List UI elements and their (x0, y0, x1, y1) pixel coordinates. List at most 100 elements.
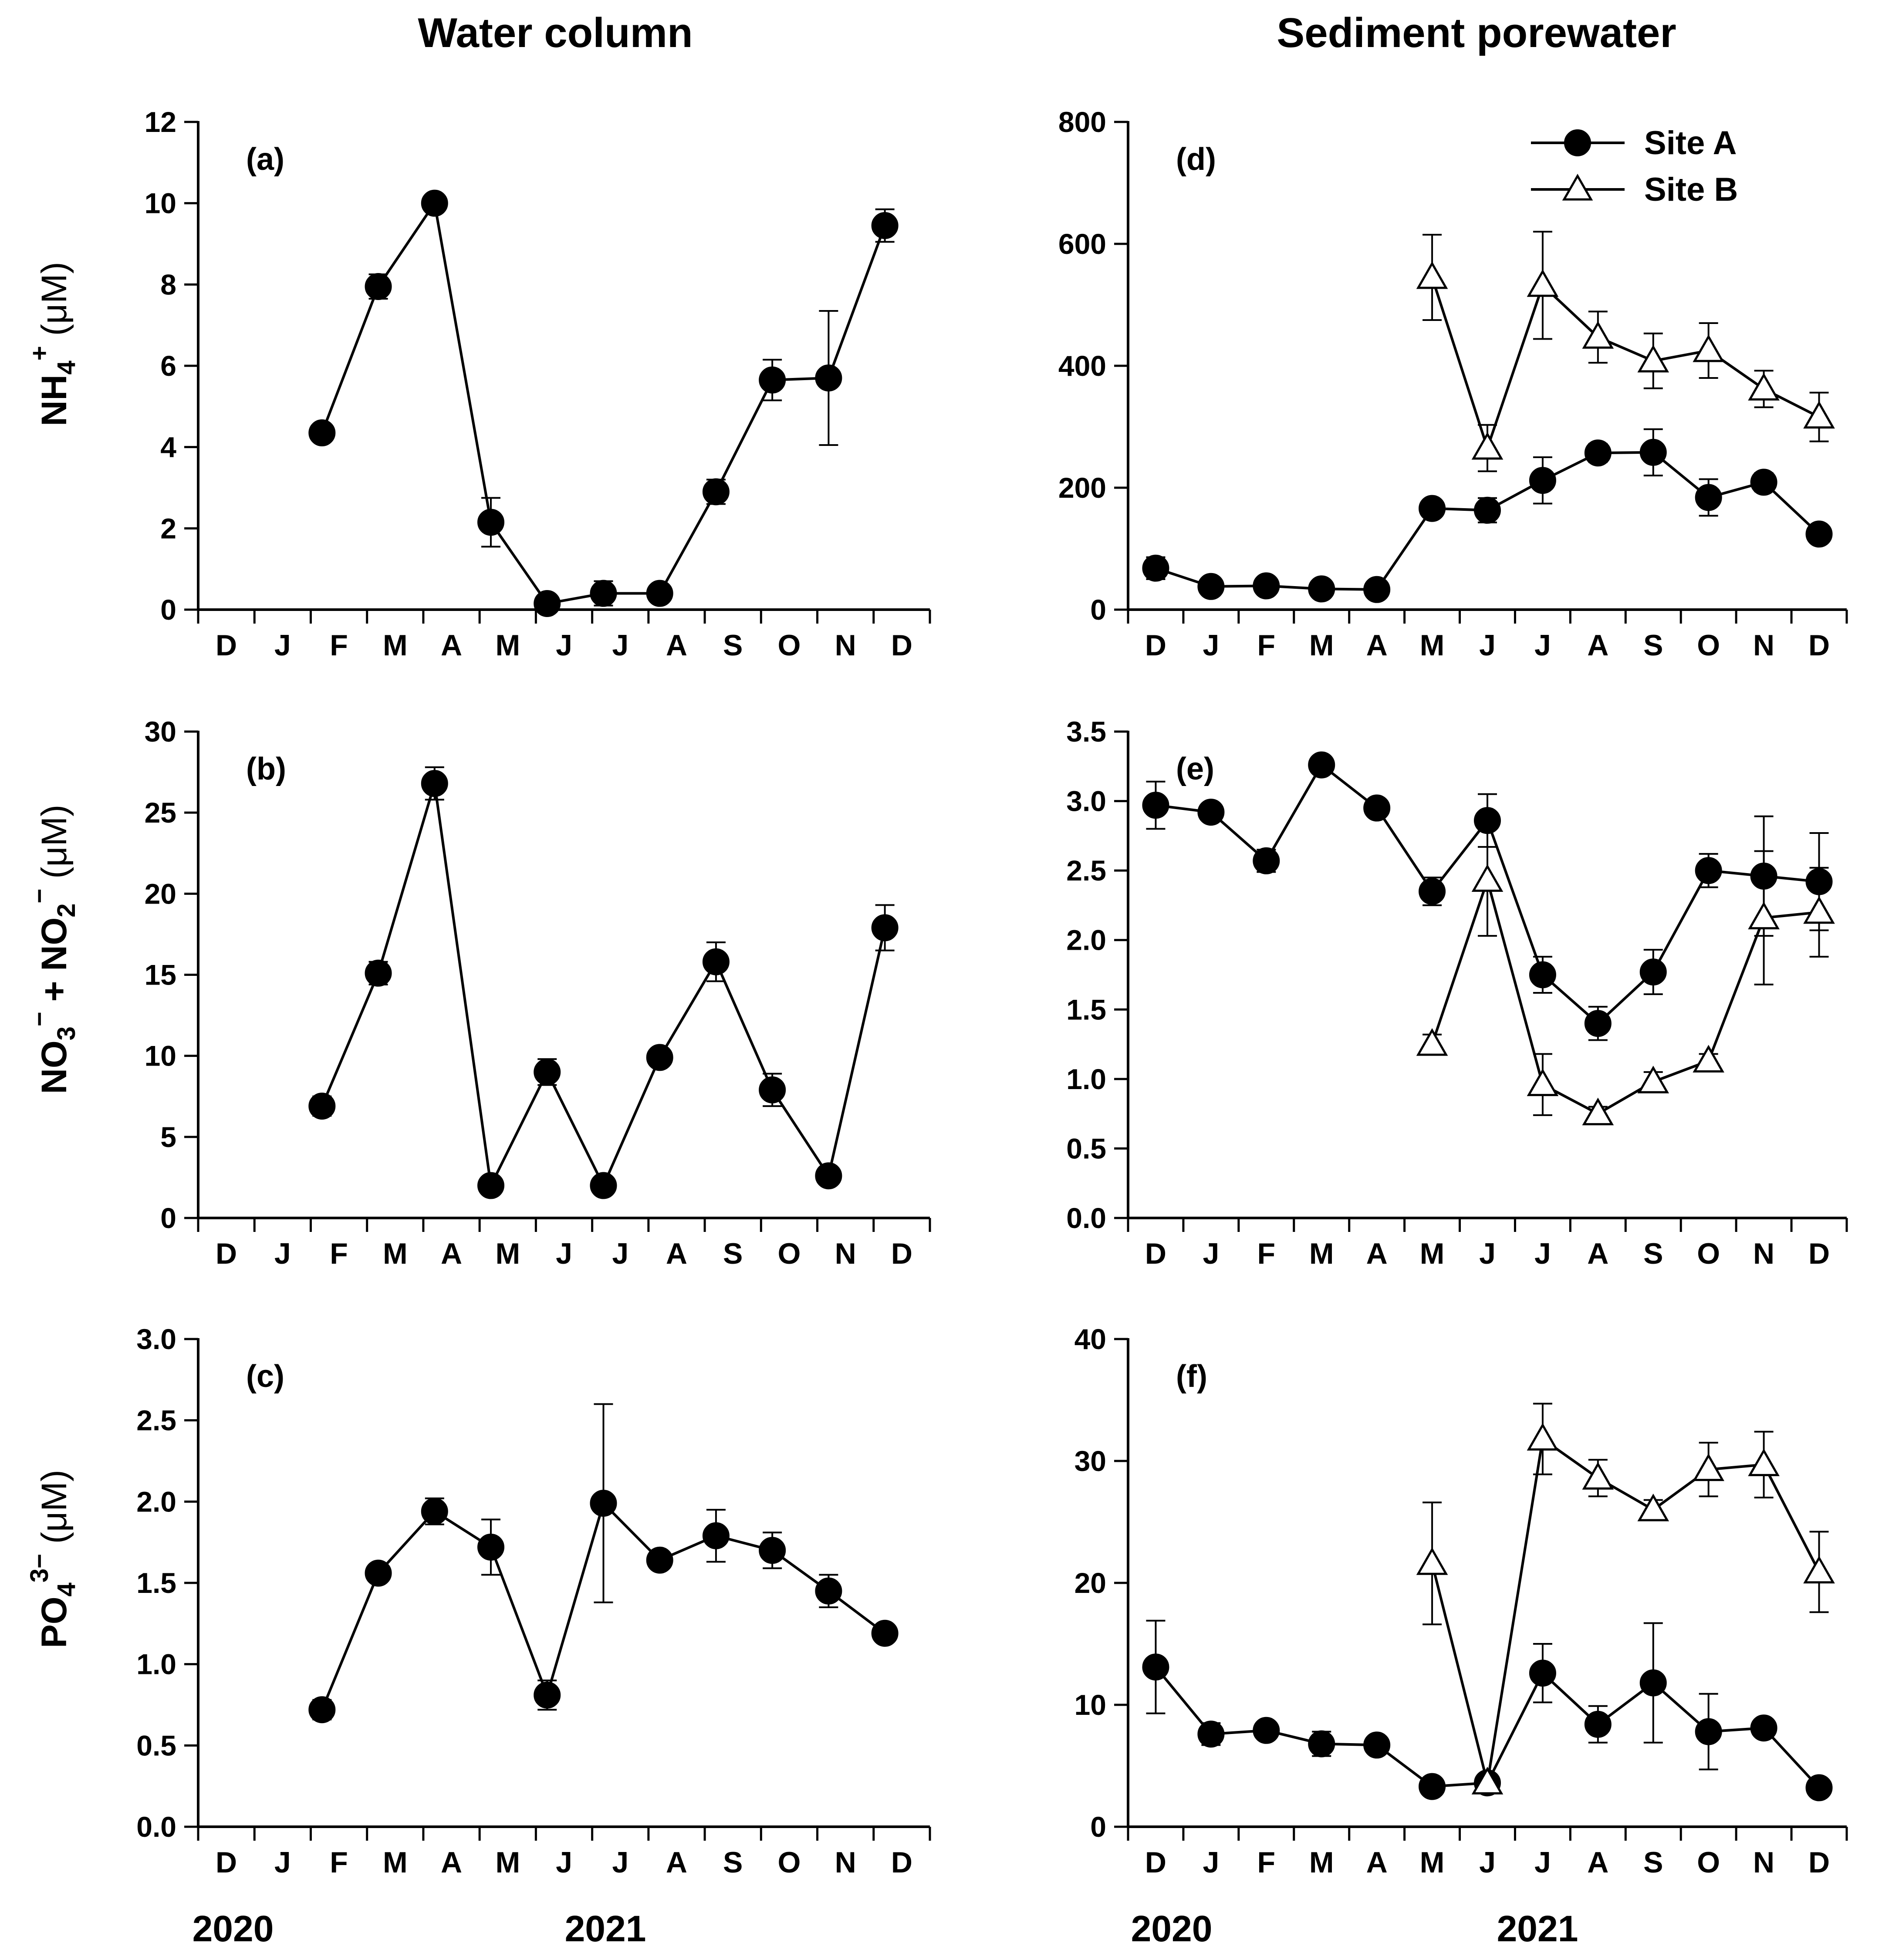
panel-d-site-b-point (1748, 373, 1780, 401)
panel-d-site-b-point (1416, 261, 1448, 289)
panel-e-site-b-point (1803, 896, 1835, 924)
panel-c-ytick-label: 2.5 (136, 1404, 176, 1437)
panel-a-ytick-label: 12 (145, 106, 176, 138)
panel-b-month-label: S (723, 1237, 743, 1270)
panel-e-site-b-line (1431, 876, 1819, 1116)
panel-a-label: (a) (246, 142, 284, 177)
panel-c-site-a-point (871, 1619, 899, 1647)
panel-a-site-a-point (702, 478, 730, 506)
panel-e-ytick-label: 0.5 (1066, 1132, 1106, 1164)
ylabel-po4-unit: (μM) (34, 1470, 74, 1554)
panel-d-site-a-point (1750, 469, 1777, 496)
ylabel-no3-m1: NO (34, 1040, 74, 1094)
panel-e-month-label: J (1534, 1237, 1551, 1270)
ylabel-no3-p1: − (25, 1012, 54, 1026)
panel-a-ytick-label: 2 (160, 512, 176, 544)
panel-b-ytick-label: 0 (160, 1202, 176, 1234)
panel-b-month-label: J (612, 1237, 628, 1270)
panel-e-site-a-point (1419, 878, 1446, 905)
panel-f-site-a-point (1805, 1774, 1833, 1801)
panel-f-site-a-point (1308, 1730, 1335, 1758)
panel-e-ytick-label: 2.5 (1066, 854, 1106, 887)
panel-d-ytick-label: 400 (1058, 350, 1106, 382)
panel-b-site-a-point (702, 948, 730, 975)
panel-b-site-a-point (365, 959, 392, 987)
panel-e-month-label: D (1808, 1237, 1830, 1270)
panel-f-site-a-point (1639, 1669, 1667, 1697)
panel-f-month-label: D (1808, 1846, 1830, 1879)
panel-a-month-label: O (777, 629, 801, 662)
panel-b-ytick-label: 20 (145, 877, 176, 910)
panel-d-site-a-point (1529, 467, 1556, 494)
panel-a-ytick-label: 10 (145, 187, 176, 219)
panel-b-ytick-label: 30 (145, 715, 176, 748)
panel-a-site-a-point (477, 509, 504, 536)
panel-c-month-label: A (441, 1846, 462, 1879)
panel-c-month-label: D (891, 1846, 912, 1879)
panel-c-month-label: J (274, 1846, 291, 1879)
ylabel-po4-sup: 3− (25, 1554, 54, 1582)
panel-f-site-b-point (1582, 1462, 1614, 1490)
panel-d-site-b-line (1431, 277, 1820, 452)
panel-d-site-a-point (1584, 439, 1612, 467)
panel-e-site-a-point (1253, 847, 1280, 874)
panel-e-month-label: A (1366, 1237, 1388, 1270)
panel-c-site-a-point (590, 1490, 617, 1517)
panel-f-ytick-label: 0 (1090, 1811, 1106, 1843)
panel-f-month-label: A (1587, 1846, 1608, 1879)
panel-d-site-b-point (1527, 269, 1559, 297)
legend-label-site-a: Site A (1644, 125, 1737, 162)
panel-e-site-a-point (1584, 1010, 1612, 1037)
panel-a-month-label: D (216, 629, 237, 662)
panel-b-site-a-point (477, 1172, 504, 1199)
panel-e-ytick-label: 0.0 (1066, 1202, 1106, 1234)
panel-b-month-label: M (383, 1237, 408, 1270)
panel-e-label: (e) (1176, 752, 1214, 786)
panel-e-month-label: A (1587, 1237, 1608, 1270)
panel-d-ytick-label: 600 (1058, 228, 1106, 260)
ylabel-nh4-sub: 4 (52, 361, 81, 374)
panel-d-month-label: A (1587, 629, 1608, 662)
panel-a-month-label: J (612, 629, 628, 662)
panel-f-month-label: S (1643, 1846, 1663, 1879)
panel-e-month-label: F (1257, 1237, 1276, 1270)
panel-f-month-label: J (1203, 1846, 1219, 1879)
panel-c-ytick-label: 3.0 (136, 1323, 176, 1355)
panel-c-site-a-point (308, 1696, 336, 1724)
panel-d-site-a-point (1363, 576, 1391, 603)
panel-c-month-label: J (556, 1846, 572, 1879)
panel-c-site-a-point (759, 1537, 786, 1564)
ylabel-no3-mid: + NO (34, 918, 74, 1012)
panel-f-site-b-point (1693, 1453, 1725, 1481)
panel-e-site-a-point (1695, 857, 1722, 884)
ylabel-no3-unit: (μM) (34, 805, 74, 889)
panel-c-site-a-point (477, 1533, 504, 1561)
panel-e-month-label: O (1697, 1237, 1720, 1270)
panel-f-site-a-point (1197, 1720, 1225, 1748)
panel-d-month-label: M (1309, 629, 1334, 662)
panel-e-site-a-point (1197, 799, 1225, 826)
panel-f-month-label: M (1420, 1846, 1445, 1879)
panel-b-site-a-point (871, 914, 899, 941)
panel-f-month-label: J (1534, 1846, 1551, 1879)
panel-f-site-a-point (1584, 1710, 1612, 1738)
panel-d-site-b-point (1693, 334, 1725, 362)
panel-c-site-a-point (365, 1559, 392, 1587)
panel-e-site-b-point (1416, 1028, 1448, 1056)
panel-e-month-label: M (1420, 1237, 1445, 1270)
panel-a-site-a-point (308, 419, 336, 446)
panel-d-site-a-point (1253, 572, 1280, 600)
panel-f-month-label: F (1257, 1846, 1276, 1879)
panel-b-site-a-line (321, 783, 886, 1190)
panel-d-month-label: O (1697, 629, 1720, 662)
panel-b-ytick-label: 5 (160, 1121, 176, 1153)
panel-d-month-label: J (1534, 629, 1551, 662)
panel-c-month-label: S (723, 1846, 743, 1879)
panel-f-site-a-point (1253, 1717, 1280, 1744)
ylabel-nh4-unit: (μM) (34, 262, 74, 346)
panel-e-ytick-label: 2.0 (1066, 924, 1106, 956)
panel-a-site-a-point (534, 590, 561, 617)
panel-e-site-b-point (1748, 901, 1780, 930)
panel-f-site-a-point (1695, 1718, 1722, 1745)
panel-b-site-a-point (759, 1076, 786, 1103)
